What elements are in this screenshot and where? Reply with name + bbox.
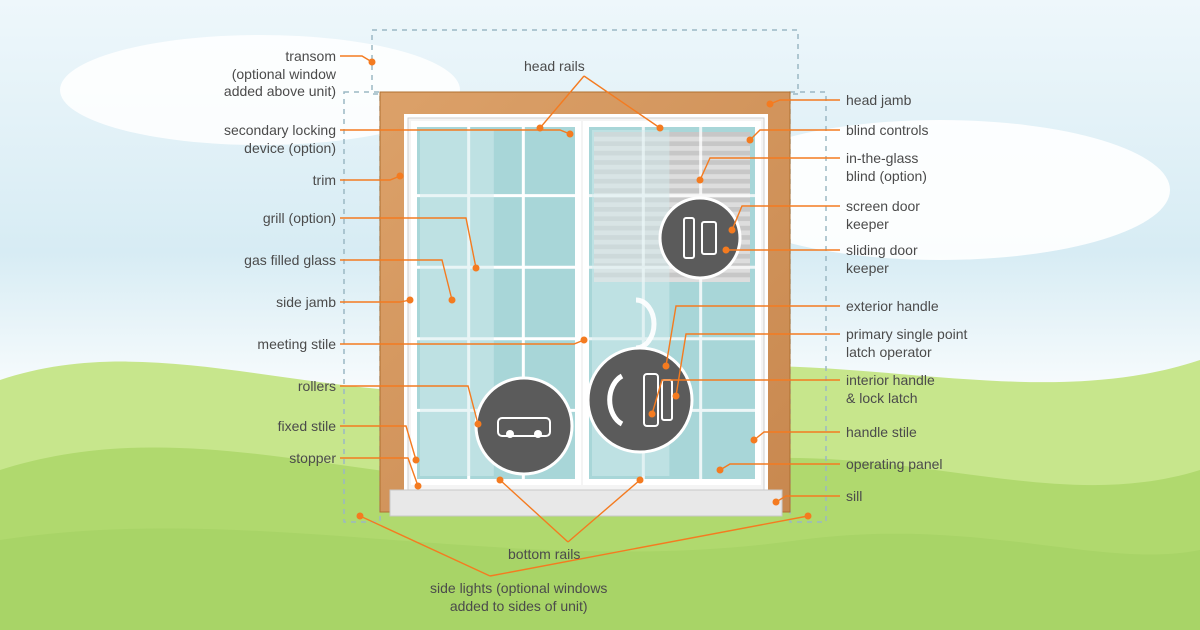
label-headjamb: head jamb: [846, 92, 911, 110]
label-fixed: fixed stile: [278, 418, 336, 436]
label-sidelights: side lights (optional windowsadded to si…: [430, 580, 607, 615]
sill-plate: [390, 490, 782, 516]
label-sill: sill: [846, 488, 862, 506]
label-itgblind: in-the-glassblind (option): [846, 150, 927, 185]
label-primlatch: primary single pointlatch operator: [846, 326, 967, 361]
scene-svg: [0, 0, 1200, 630]
keeper-detail: [660, 198, 740, 278]
label-sldkeeper: sliding doorkeeper: [846, 242, 918, 277]
label-trim: trim: [313, 172, 336, 190]
label-handlestile: handle stile: [846, 424, 917, 442]
label-transom: transom(optional windowadded above unit): [224, 48, 336, 101]
label-headrails: head rails: [524, 58, 585, 76]
label-oppanel: operating panel: [846, 456, 943, 474]
label-stopper: stopper: [289, 450, 336, 468]
diagram-stage: transom(optional windowadded above unit)…: [0, 0, 1200, 630]
label-rollers: rollers: [298, 378, 336, 396]
label-meeting: meeting stile: [257, 336, 336, 354]
label-bottomrails: bottom rails: [508, 546, 580, 564]
handle-detail: [588, 348, 692, 452]
label-gasglass: gas filled glass: [244, 252, 336, 270]
label-secondary: secondary lockingdevice (option): [224, 122, 336, 157]
rollers-detail: [476, 378, 572, 474]
label-exthandle: exterior handle: [846, 298, 939, 316]
label-scrkeeper: screen doorkeeper: [846, 198, 920, 233]
label-inthandle: interior handle& lock latch: [846, 372, 935, 407]
label-grill: grill (option): [263, 210, 336, 228]
label-sidejamb: side jamb: [276, 294, 336, 312]
label-blindctrl: blind controls: [846, 122, 929, 140]
